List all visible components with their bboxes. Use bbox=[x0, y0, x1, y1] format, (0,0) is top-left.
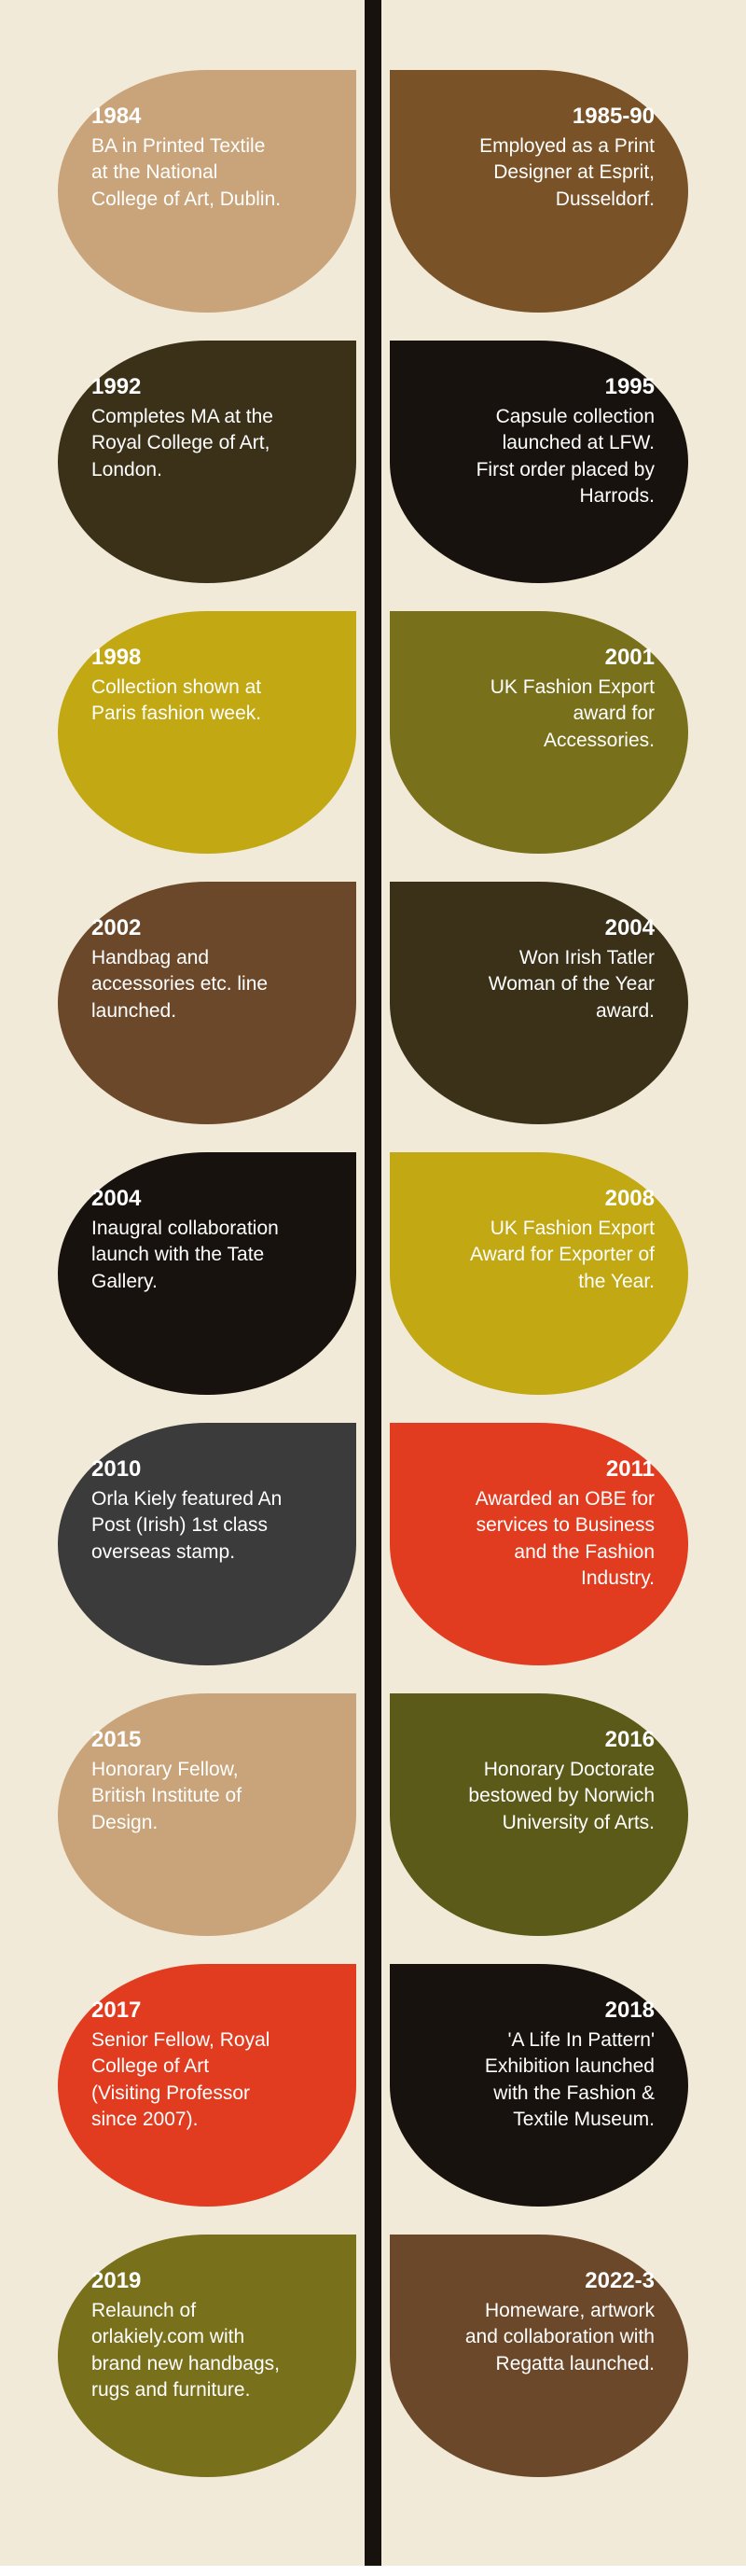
leaf-left: 2010 Orla Kiely featured An Post (Irish) … bbox=[58, 1423, 356, 1665]
leaf-text: 2022-3 Homeware, artwork and collaboratio… bbox=[463, 2268, 655, 2377]
leaf-desc: Capsule collection launched at LFW. Firs… bbox=[463, 404, 655, 509]
leaf-desc: Completes MA at the Royal College of Art… bbox=[91, 404, 283, 483]
timeline-row: 2010 Orla Kiely featured An Post (Irish) … bbox=[0, 1409, 746, 1679]
leaf-right: 2008 UK Fashion Export Award for Exporter… bbox=[390, 1152, 688, 1395]
leaf-left: 2015 Honorary Fellow, British Institute o… bbox=[58, 1693, 356, 1936]
leaf-left: 2019 Relaunch of orlakiely.com with brand… bbox=[58, 2235, 356, 2477]
leaf-desc: Collection shown at Paris fashion week. bbox=[91, 675, 283, 728]
leaf-text: 1995 Capsule collection launched at LFW. … bbox=[463, 374, 655, 509]
leaf-desc: Relaunch of orlakiely.com with brand new… bbox=[91, 2298, 283, 2403]
leaf-year: 2011 bbox=[463, 1456, 655, 1483]
leaf-year: 2002 bbox=[91, 915, 283, 941]
leaf-text: 2008 UK Fashion Export Award for Exporter… bbox=[463, 1186, 655, 1295]
leaf-text: 2017 Senior Fellow, Royal College of Art … bbox=[91, 1998, 283, 2133]
timeline-row: 1998 Collection shown at Paris fashion we… bbox=[0, 597, 746, 868]
timeline-row: 1992 Completes MA at the Royal College of… bbox=[0, 327, 746, 597]
leaf-desc: 'A Life In Pattern' Exhibition launched … bbox=[463, 2027, 655, 2133]
leaf-left: 1992 Completes MA at the Royal College of… bbox=[58, 341, 356, 583]
leaf-text: 1992 Completes MA at the Royal College of… bbox=[91, 374, 283, 483]
leaf-text: 1985-90 Employed as a Print Designer at E… bbox=[463, 104, 655, 213]
leaf-text: 2019 Relaunch of orlakiely.com with brand… bbox=[91, 2268, 283, 2403]
leaf-desc: Awarded an OBE for services to Business … bbox=[463, 1486, 655, 1592]
leaf-right: 1985-90 Employed as a Print Designer at E… bbox=[390, 70, 688, 313]
leaf-left: 1984 BA in Printed Textile at the Nationa… bbox=[58, 70, 356, 313]
leaf-desc: Handbag and accessories etc. line launch… bbox=[91, 945, 283, 1024]
timeline-rows: 1984 BA in Printed Textile at the Nationa… bbox=[0, 56, 746, 2491]
leaf-desc: Honorary Doctorate bestowed by Norwich U… bbox=[463, 1757, 655, 1836]
leaf-desc: Senior Fellow, Royal College of Art (Vis… bbox=[91, 2027, 283, 2133]
leaf-right: 2001 UK Fashion Export award for Accessor… bbox=[390, 611, 688, 854]
leaf-year: 2018 bbox=[463, 1998, 655, 2024]
leaf-desc: Employed as a Print Designer at Esprit, … bbox=[463, 133, 655, 213]
timeline-row: 1984 BA in Printed Textile at the Nationa… bbox=[0, 56, 746, 327]
leaf-left: 1998 Collection shown at Paris fashion we… bbox=[58, 611, 356, 854]
timeline-container: 1984 BA in Printed Textile at the Nationa… bbox=[0, 0, 746, 2566]
leaf-right: 1995 Capsule collection launched at LFW. … bbox=[390, 341, 688, 583]
leaf-year: 2004 bbox=[91, 1186, 283, 1212]
leaf-year: 2004 bbox=[463, 915, 655, 941]
leaf-desc: Honorary Fellow, British Institute of De… bbox=[91, 1757, 283, 1836]
leaf-left: 2017 Senior Fellow, Royal College of Art … bbox=[58, 1964, 356, 2207]
leaf-year: 1984 bbox=[91, 104, 283, 130]
leaf-desc: UK Fashion Export Award for Exporter of … bbox=[463, 1216, 655, 1295]
leaf-right: 2011 Awarded an OBE for services to Busin… bbox=[390, 1423, 688, 1665]
leaf-text: 2018 'A Life In Pattern' Exhibition launc… bbox=[463, 1998, 655, 2133]
leaf-left: 2002 Handbag and accessories etc. line la… bbox=[58, 882, 356, 1124]
leaf-desc: Won Irish Tatler Woman of the Year award… bbox=[463, 945, 655, 1024]
leaf-text: 2004 Won Irish Tatler Woman of the Year a… bbox=[463, 915, 655, 1024]
timeline-row: 2002 Handbag and accessories etc. line la… bbox=[0, 868, 746, 1138]
leaf-left: 2004 Inaugral collaboration launch with t… bbox=[58, 1152, 356, 1395]
timeline-row: 2019 Relaunch of orlakiely.com with brand… bbox=[0, 2221, 746, 2491]
leaf-year: 1985-90 bbox=[463, 104, 655, 130]
leaf-year: 2022-3 bbox=[463, 2268, 655, 2294]
leaf-text: 2004 Inaugral collaboration launch with t… bbox=[91, 1186, 283, 1295]
leaf-right: 2022-3 Homeware, artwork and collaboratio… bbox=[390, 2235, 688, 2477]
leaf-text: 2015 Honorary Fellow, British Institute o… bbox=[91, 1727, 283, 1836]
timeline-row: 2004 Inaugral collaboration launch with t… bbox=[0, 1138, 746, 1409]
leaf-year: 1995 bbox=[463, 374, 655, 400]
leaf-text: 1984 BA in Printed Textile at the Nationa… bbox=[91, 104, 283, 213]
leaf-desc: BA in Printed Textile at the National Co… bbox=[91, 133, 283, 213]
leaf-right: 2016 Honorary Doctorate bestowed by Norwi… bbox=[390, 1693, 688, 1936]
timeline-row: 2017 Senior Fellow, Royal College of Art … bbox=[0, 1950, 746, 2221]
leaf-year: 2019 bbox=[91, 2268, 283, 2294]
timeline-row: 2015 Honorary Fellow, British Institute o… bbox=[0, 1679, 746, 1950]
leaf-text: 1998 Collection shown at Paris fashion we… bbox=[91, 645, 283, 728]
leaf-year: 2001 bbox=[463, 645, 655, 671]
leaf-right: 2018 'A Life In Pattern' Exhibition launc… bbox=[390, 1964, 688, 2207]
leaf-desc: Homeware, artwork and collaboration with… bbox=[463, 2298, 655, 2377]
leaf-text: 2016 Honorary Doctorate bestowed by Norwi… bbox=[463, 1727, 655, 1836]
leaf-year: 1998 bbox=[91, 645, 283, 671]
leaf-year: 2016 bbox=[463, 1727, 655, 1753]
leaf-text: 2011 Awarded an OBE for services to Busin… bbox=[463, 1456, 655, 1592]
leaf-desc: Inaugral collaboration launch with the T… bbox=[91, 1216, 283, 1295]
leaf-text: 2002 Handbag and accessories etc. line la… bbox=[91, 915, 283, 1024]
leaf-desc: Orla Kiely featured An Post (Irish) 1st … bbox=[91, 1486, 283, 1566]
leaf-year: 2015 bbox=[91, 1727, 283, 1753]
leaf-text: 2010 Orla Kiely featured An Post (Irish) … bbox=[91, 1456, 283, 1566]
leaf-year: 2008 bbox=[463, 1186, 655, 1212]
leaf-year: 1992 bbox=[91, 374, 283, 400]
leaf-year: 2017 bbox=[91, 1998, 283, 2024]
leaf-desc: UK Fashion Export award for Accessories. bbox=[463, 675, 655, 754]
leaf-right: 2004 Won Irish Tatler Woman of the Year a… bbox=[390, 882, 688, 1124]
leaf-text: 2001 UK Fashion Export award for Accessor… bbox=[463, 645, 655, 754]
leaf-year: 2010 bbox=[91, 1456, 283, 1483]
